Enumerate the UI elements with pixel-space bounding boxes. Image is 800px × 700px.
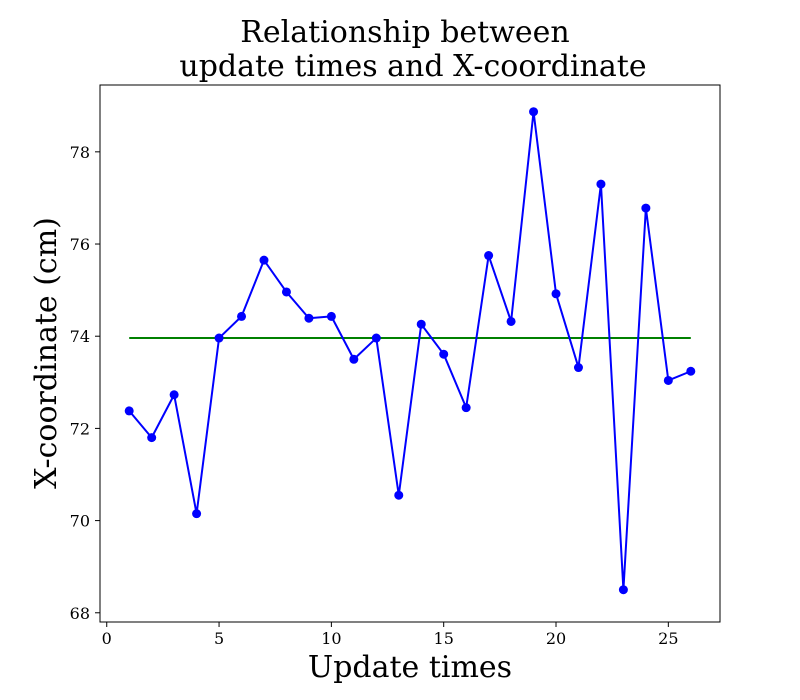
data-point <box>349 355 358 364</box>
data-point <box>552 289 561 298</box>
data-point <box>259 256 268 265</box>
data-point <box>439 350 448 359</box>
x-tick-label: 15 <box>434 629 454 648</box>
data-point <box>664 376 673 385</box>
x-tick-label: 10 <box>321 629 341 648</box>
y-axis-label: X-coordinate (cm) <box>29 217 64 489</box>
series-line <box>129 112 691 590</box>
data-point <box>686 367 695 376</box>
data-point <box>237 312 246 321</box>
data-point <box>372 334 381 343</box>
y-tick-label: 78 <box>70 143 90 162</box>
data-point <box>125 406 134 415</box>
data-point <box>619 585 628 594</box>
data-point <box>574 363 583 372</box>
data-point <box>529 107 538 116</box>
data-point <box>282 287 291 296</box>
data-point <box>417 320 426 329</box>
data-point <box>304 314 313 323</box>
data-point <box>394 491 403 500</box>
data-point <box>462 403 471 412</box>
data-point <box>215 334 224 343</box>
data-point <box>641 204 650 213</box>
x-tick-label: 5 <box>214 629 224 648</box>
data-point <box>147 433 156 442</box>
data-point <box>327 312 336 321</box>
data-point <box>596 180 605 189</box>
chart-title-line-1: Relationship between <box>240 15 569 50</box>
y-tick-label: 76 <box>70 235 90 254</box>
data-point <box>484 251 493 260</box>
plot-area: 0 5 10 15 20 25 68 70 72 74 76 78 <box>70 85 720 648</box>
x-tick-label: 20 <box>546 629 566 648</box>
data-point <box>507 317 516 326</box>
y-tick-label: 68 <box>70 604 90 623</box>
y-tick-label: 72 <box>70 419 90 438</box>
x-axis-label: Update times <box>308 650 512 685</box>
data-point <box>192 509 201 518</box>
data-point <box>170 390 179 399</box>
chart-title-line-2: update times and X-coordinate <box>179 49 646 84</box>
x-tick-label: 0 <box>102 629 112 648</box>
y-tick-label: 70 <box>70 512 90 531</box>
x-tick-label: 25 <box>658 629 678 648</box>
y-tick-label: 74 <box>70 327 90 346</box>
